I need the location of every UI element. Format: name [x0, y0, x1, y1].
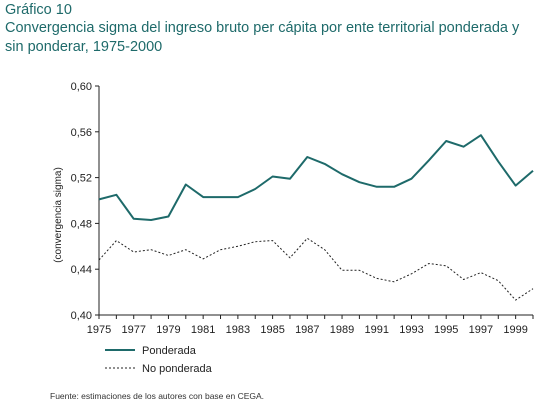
y-axis-title: (convergencia sigma): [53, 167, 64, 263]
series-line-ponderada: [98, 134, 534, 221]
x-tick-label: 1995: [434, 324, 458, 336]
x-tick-label: 1979: [156, 324, 180, 336]
x-tick-label: 1999: [503, 324, 527, 336]
x-tick-label: 1997: [469, 324, 493, 336]
y-tick-label: 0,52: [71, 173, 92, 185]
x-tick-label: 1989: [330, 324, 354, 336]
y-tick-label: 0,44: [71, 264, 92, 276]
chart-legend: Ponderada No ponderada: [105, 345, 213, 375]
x-tick-label: 1975: [87, 324, 111, 336]
chart-axes: 0,40 0,44 0,48 0,52 0,56 0,60 1975 1977 1979 1981…: [71, 81, 534, 336]
x-tick-label: 1983: [226, 324, 250, 336]
series-line-no-ponderada: [98, 237, 534, 301]
y-tick-label: 0,48: [71, 218, 92, 230]
x-tick-label: 1977: [121, 324, 145, 336]
x-tick-label: 1987: [295, 324, 319, 336]
figure-label: Gráfico 10: [5, 2, 72, 18]
x-tick-label: 1985: [260, 324, 284, 336]
y-tick-label: 0,56: [71, 127, 92, 139]
x-tick-label: 1993: [399, 324, 423, 336]
y-tick-label: 0,40: [71, 310, 92, 322]
legend-label: No ponderada: [142, 363, 213, 375]
source-note: Fuente: estimaciones de los autores con …: [50, 391, 265, 401]
figure-title: Convergencia sigma del ingreso bruto per…: [5, 20, 520, 55]
x-tick-label: 1991: [365, 324, 389, 336]
y-tick-label: 0,60: [71, 81, 92, 93]
chart-series: [98, 134, 534, 301]
legend-label: Ponderada: [142, 345, 197, 357]
x-tick-label: 1981: [191, 324, 215, 336]
